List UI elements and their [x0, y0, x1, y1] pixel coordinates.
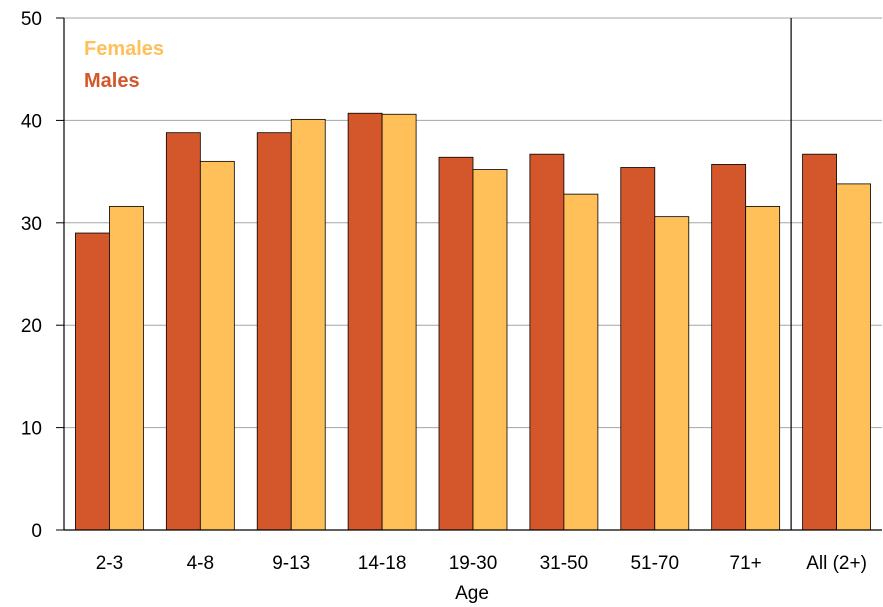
- y-tick-label: 50: [21, 9, 42, 30]
- y-tick-label: 0: [31, 521, 42, 542]
- axes: [56, 17, 882, 531]
- bar-males-31-50: [529, 153, 565, 531]
- y-tick-label: 20: [21, 316, 42, 337]
- bar-females-19-30: [472, 169, 508, 531]
- bars: [75, 112, 871, 531]
- y-tick-label: 10: [21, 419, 42, 440]
- x-tick-label: 71+: [730, 553, 762, 574]
- x-tick-label: 4-8: [187, 553, 214, 574]
- y-tick-label: 30: [21, 214, 42, 235]
- x-tick-label: 31-50: [540, 553, 589, 574]
- x-tick-label: 2-3: [96, 553, 123, 574]
- bar-females-31-50: [563, 193, 599, 531]
- legend-item-males: Males: [84, 70, 140, 92]
- bar-males-51-70: [620, 167, 656, 531]
- x-axis-label: Age: [455, 583, 489, 604]
- bar-males-14-18: [347, 112, 383, 531]
- legend-item-females: Females: [84, 38, 164, 60]
- x-tick-label: All (2+): [806, 553, 867, 574]
- bar-males-2-3: [75, 232, 110, 531]
- bar-males-71-: [711, 164, 747, 531]
- x-tick-labels: 2-3 4-8 9-13 14-18 19-30 31-50 51-70 71+ All (2+…: [96, 553, 867, 574]
- bar-males-4-8: [165, 132, 201, 531]
- bar-females-all-2-: [836, 183, 871, 531]
- bar-males-all-2-: [802, 153, 837, 531]
- x-tick-label: 14-18: [358, 553, 407, 574]
- bar-females-71-: [745, 206, 781, 531]
- legend: Females Males: [84, 38, 164, 92]
- bar-males-9-13: [256, 132, 292, 531]
- bar-females-14-18: [381, 113, 417, 531]
- x-tick-label: 51-70: [630, 553, 679, 574]
- bar-females-2-3: [109, 206, 144, 531]
- y-tick-label: 40: [21, 111, 42, 132]
- bar-females-9-13: [290, 118, 326, 531]
- x-tick-label: 9-13: [272, 553, 310, 574]
- y-tick-labels: 0 10 20 30 40 50: [21, 9, 42, 542]
- bar-females-4-8: [199, 160, 235, 531]
- x-tick-label: 19-30: [449, 553, 498, 574]
- bar-females-51-70: [654, 216, 690, 531]
- bar-males-19-30: [438, 156, 474, 531]
